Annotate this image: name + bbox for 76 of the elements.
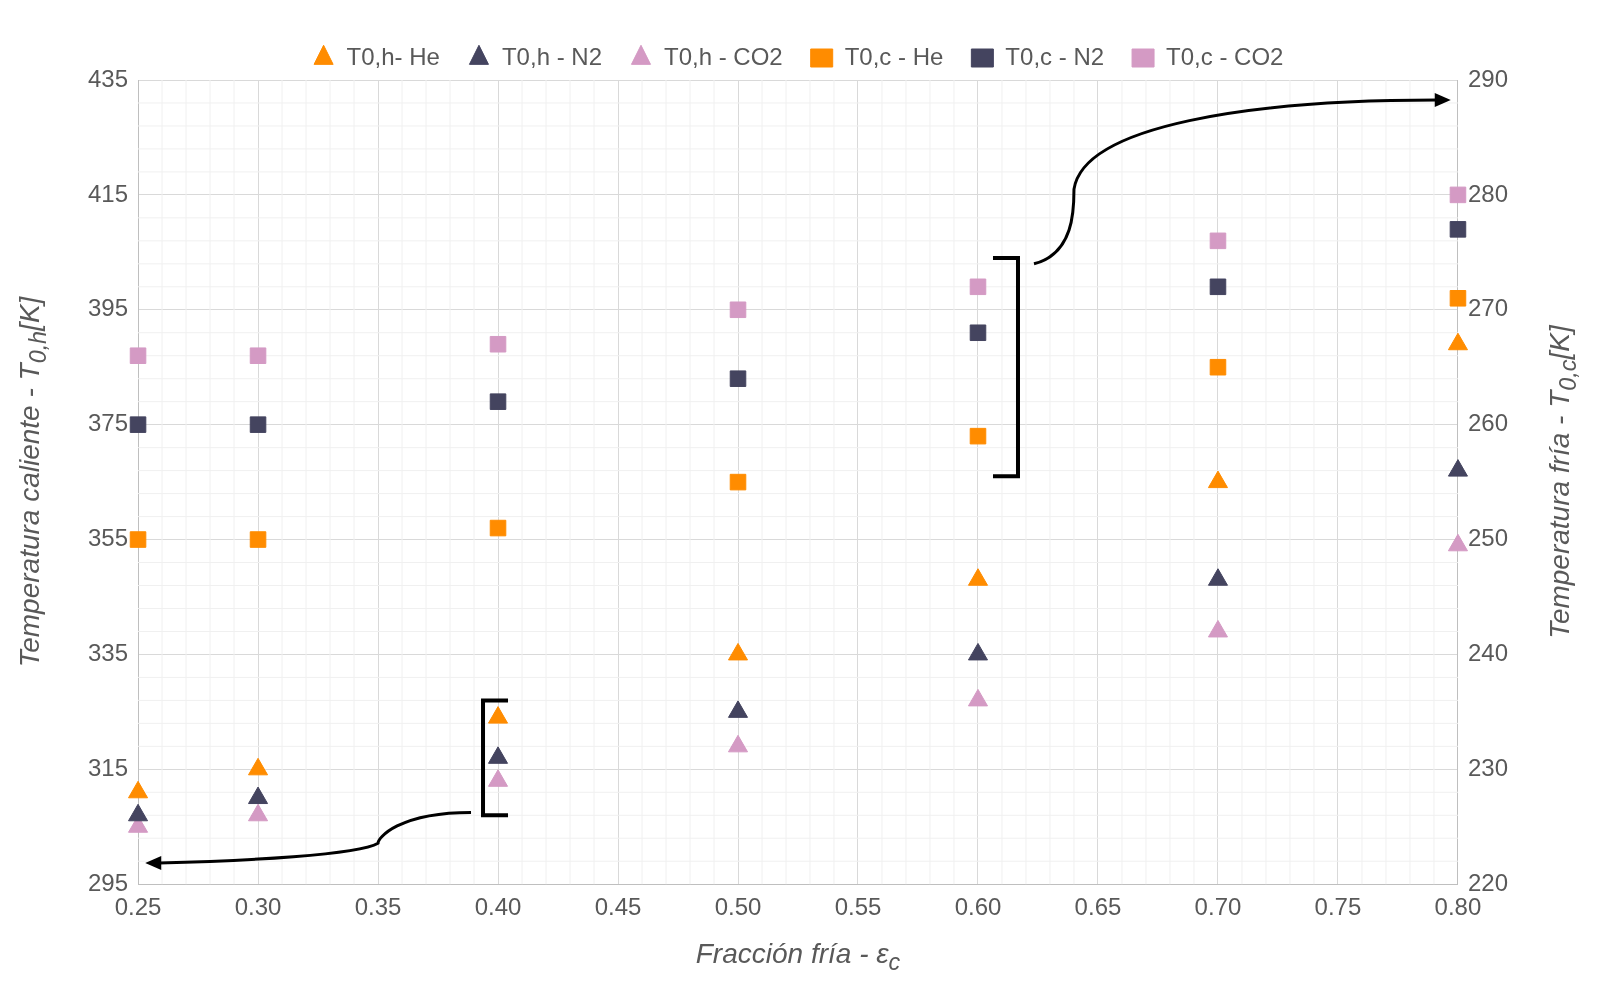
point [129,531,147,548]
point [967,568,989,586]
point [129,347,147,364]
y2-tick-label: 260 [1467,409,1508,437]
point [1447,459,1468,477]
legend-label: T0,h - N2 [501,42,602,70]
point [487,706,509,724]
point [487,746,509,764]
x-tick-label: 0.60 [954,893,1002,921]
point [1449,186,1467,204]
point [249,531,267,548]
point [969,278,987,296]
point [729,370,747,387]
y2-tick-label: 230 [1467,753,1508,781]
point [487,769,509,787]
y-tick-label: 415 [88,179,129,207]
x-tick-label: 0.70 [1194,893,1242,921]
y-tick-label: 375 [88,409,129,437]
point [1209,358,1227,376]
y2-tick-label: 240 [1467,639,1508,667]
point [1449,290,1467,307]
point [1449,221,1467,238]
point [1207,619,1228,638]
point [248,757,269,776]
y2-tick-label: 290 [1467,64,1508,92]
point [727,700,749,718]
x-tick-label: 0.55 [834,893,882,921]
x-tick-label: 0.50 [714,893,762,921]
x-tick-label: 0.45 [594,893,642,921]
x-tick-label: 0.30 [234,893,282,921]
point [969,427,987,445]
point [489,519,507,537]
y2-tick-label: 250 [1467,524,1508,552]
x-tick-label: 0.25 [114,893,162,921]
y-tick-label: 395 [88,294,129,322]
x-axis-title: Fracción fría - ε$_{c}$ [695,938,901,976]
point [1447,533,1468,552]
point [1209,232,1227,250]
point [967,688,989,707]
y-tick-label: 355 [88,524,129,552]
y-tick-label: 295 [88,868,129,896]
point [1447,332,1468,351]
x-tick-label: 0.40 [474,893,522,921]
point [1207,470,1228,489]
x-tick-label: 0.80 [1434,893,1482,921]
y-tick-label: 335 [88,639,129,667]
legend-label: T0,c - He [844,42,944,70]
y2-tick-label: 270 [1467,294,1508,322]
point [249,347,267,364]
y2-tick-label: 220 [1467,868,1508,896]
legend-label: T0,c - N2 [1005,42,1105,70]
legend-label: T0,h- He [346,42,440,70]
y-tick-label: 315 [88,753,129,781]
point [729,301,747,319]
point [727,642,749,661]
x-tick-label: 0.35 [354,893,402,921]
y2-tick-label: 280 [1467,179,1508,207]
point [128,780,149,799]
point [729,473,747,491]
point [248,786,269,805]
x-tick-label: 0.65 [1074,893,1122,921]
x-tick-label: 0.75 [1314,893,1362,921]
point [489,393,507,410]
y-tick-label: 435 [88,64,129,92]
point [128,803,149,822]
point [1209,278,1227,296]
point [967,642,989,661]
legend-label: T0,c - CO2 [1166,42,1284,70]
point [1207,568,1228,586]
point [969,324,987,342]
point [727,734,749,753]
point [489,335,507,353]
point [248,803,269,822]
point [129,416,147,433]
legend-label: T0,h - CO2 [663,42,783,70]
point [249,416,267,433]
